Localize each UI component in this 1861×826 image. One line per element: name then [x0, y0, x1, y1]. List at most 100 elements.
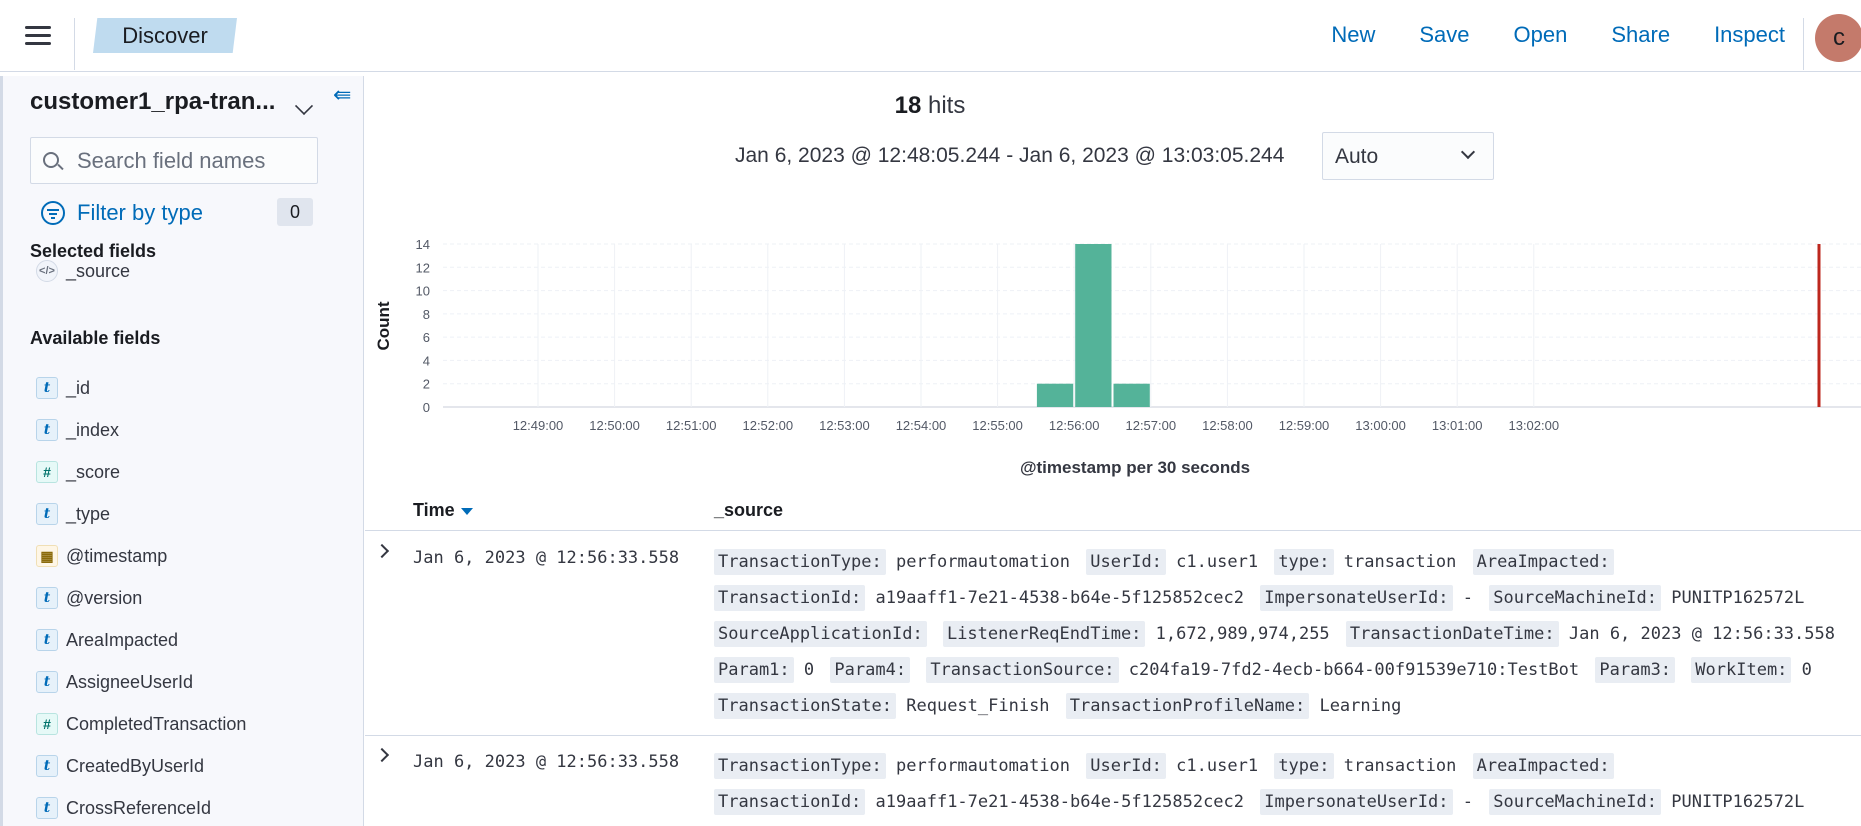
source-field: SourceApplicationId:: [714, 621, 937, 647]
inspect-button[interactable]: Inspect: [1714, 22, 1785, 47]
source-field-value: transaction: [1343, 552, 1457, 572]
field-name: _index: [66, 419, 120, 440]
source-field-key: TransactionId:: [714, 789, 866, 815]
x-tick-label: 13:00:00: [1355, 418, 1406, 433]
source-field: TransactionSource: c204fa19-7fd2-4ecb-b6…: [926, 657, 1579, 683]
column-header-time[interactable]: Time: [413, 500, 473, 521]
doc-timestamp: Jan 6, 2023 @ 12:56:33.558: [413, 548, 680, 568]
source-field: SourceMachineId: PUNITP162572L: [1489, 585, 1804, 611]
source-field: type: transaction: [1274, 753, 1456, 779]
source-field: AreaImpacted:: [1472, 753, 1614, 779]
x-tick-label: 13:02:00: [1508, 418, 1559, 433]
header-divider-right: [1803, 18, 1804, 70]
avatar[interactable]: c: [1815, 14, 1861, 62]
source-field-value: performautomation: [896, 552, 1071, 572]
source-field: Param4:: [830, 657, 920, 683]
field-item[interactable]: t _type: [36, 499, 110, 529]
field-item[interactable]: t AssigneeUserId: [36, 667, 193, 697]
y-tick-label: 2: [423, 377, 430, 392]
source-field-key: type:: [1274, 549, 1334, 575]
source-field-key: type:: [1274, 753, 1334, 779]
field-name: AssigneeUserId: [66, 671, 194, 692]
source-field-key: TransactionDateTime:: [1345, 621, 1559, 647]
field-item[interactable]: t @version: [36, 583, 142, 613]
x-tick-label: 12:52:00: [742, 418, 793, 433]
new-button[interactable]: New: [1331, 22, 1376, 47]
y-tick-label: 6: [423, 330, 430, 345]
source-field-value: Learning: [1319, 696, 1402, 716]
field-item[interactable]: t _index: [36, 415, 119, 445]
source-field-key: SourceMachineId:: [1489, 585, 1661, 611]
open-button[interactable]: Open: [1513, 22, 1568, 47]
source-field: UserId: c1.user1: [1086, 549, 1258, 575]
y-tick-label: 0: [423, 400, 430, 415]
field-name: CreatedByUserId: [66, 755, 205, 776]
x-tick-label: 12:56:00: [1049, 418, 1100, 433]
calendar-icon: ▦: [36, 545, 58, 567]
interval-select[interactable]: Auto: [1322, 132, 1494, 180]
sort-descending-icon[interactable]: [460, 507, 473, 515]
source-field-key: UserId:: [1086, 549, 1166, 575]
chevron-right-icon[interactable]: [374, 747, 390, 763]
doc-source: TransactionType: performautomation UserI…: [714, 544, 1861, 724]
index-pattern-title[interactable]: customer1_rpa-tran...: [30, 88, 276, 115]
x-tick-label: 13:01:00: [1432, 418, 1483, 433]
x-tick-label: 12:57:00: [1125, 418, 1176, 433]
y-tick-label: 8: [423, 307, 430, 322]
field-name: CompletedTransaction: [66, 713, 247, 734]
source-field-key: Param4:: [830, 657, 911, 683]
search-field-names-input[interactable]: [77, 138, 313, 183]
histogram-bar[interactable]: [1075, 244, 1112, 407]
discover-main: 18 hits Jan 6, 2023 @ 12:48:05.244 - Jan…: [365, 76, 1861, 826]
chevron-down-icon: [1460, 144, 1476, 160]
y-tick-label: 4: [423, 353, 430, 368]
source-field-key: TransactionId:: [714, 585, 866, 611]
top-nav: New Save Open Share Inspect: [1287, 22, 1785, 48]
source-field: SourceMachineId: PUNITP162572L: [1489, 789, 1805, 815]
source-field-value: PUNITP162572L: [1671, 792, 1805, 812]
source-field-key: UserId:: [1086, 753, 1166, 779]
field-item[interactable]: t _id: [36, 373, 90, 403]
x-tick-label: 12:50:00: [589, 418, 640, 433]
source-field: TransactionProfileName: Learning: [1065, 693, 1402, 719]
source-field-key: ImpersonateUserId:: [1260, 585, 1453, 611]
source-field-key: AreaImpacted:: [1472, 549, 1614, 575]
y-tick-label: 12: [416, 260, 430, 275]
collapse-sidebar-icon[interactable]: ⇚: [333, 82, 352, 107]
search-icon: [43, 152, 59, 168]
y-tick-label: 10: [416, 284, 430, 299]
field-item[interactable]: # _score: [36, 457, 120, 487]
source-field-value: Request_Finish: [906, 696, 1050, 716]
field-item-source[interactable]: </> _source: [36, 256, 130, 286]
interval-value: Auto: [1335, 145, 1379, 168]
field-item[interactable]: t CreatedByUserId: [36, 751, 204, 781]
hits-label: hits: [928, 92, 966, 119]
save-button[interactable]: Save: [1419, 22, 1470, 47]
field-item[interactable]: t CrossReferenceId: [36, 793, 211, 823]
field-search-box: [30, 137, 318, 184]
x-tick-label: 12:53:00: [819, 418, 870, 433]
field-item[interactable]: # CompletedTransaction: [36, 709, 246, 739]
chevron-down-icon[interactable]: [294, 96, 314, 116]
source-field-key: TransactionType:: [714, 549, 886, 575]
field-item[interactable]: ▦ @timestamp: [36, 541, 167, 571]
source-field: AreaImpacted:: [1472, 549, 1614, 575]
source-field-key: SourceApplicationId:: [714, 621, 927, 647]
string-type-icon: t: [36, 797, 58, 819]
source-field-key: Param3:: [1595, 657, 1676, 683]
breadcrumb-discover[interactable]: Discover: [93, 18, 237, 53]
code-icon: </>: [36, 260, 58, 282]
source-field-key: ImpersonateUserId:: [1260, 789, 1453, 815]
field-item[interactable]: t AreaImpacted: [36, 625, 178, 655]
selected-fields-title: Selected fields: [30, 241, 157, 261]
menu-icon[interactable]: [25, 26, 51, 46]
histogram-chart[interactable]: 0 2 4 6 8 10 12 14 12:49:00 12:50:00 12:51:00 12:52…: [365, 186, 1861, 486]
share-button[interactable]: Share: [1611, 22, 1671, 47]
filter-by-type-button[interactable]: Filter by type 0: [41, 196, 313, 230]
source-field: UserId: c1.user1: [1086, 753, 1258, 779]
chevron-right-icon[interactable]: [374, 543, 390, 559]
y-axis-label: Count: [374, 301, 393, 350]
histogram-bar[interactable]: [1036, 383, 1074, 407]
hits-summary: 18 hits: [365, 92, 1495, 120]
histogram-bar[interactable]: [1113, 383, 1150, 407]
